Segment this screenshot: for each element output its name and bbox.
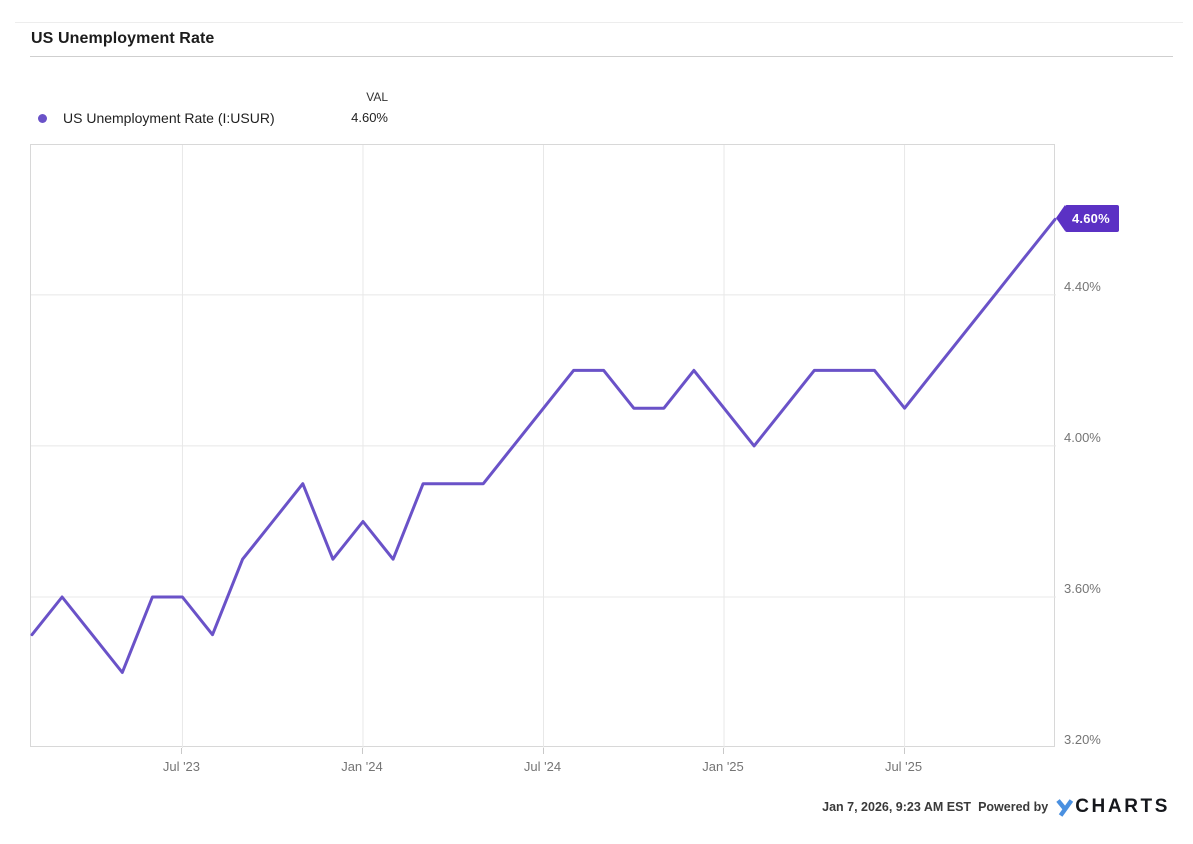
x-axis-tick [361, 748, 363, 754]
last-value-badge: 4.60% [1056, 204, 1119, 232]
x-axis-tick [723, 748, 725, 754]
y-axis-label: 3.20% [1064, 732, 1101, 747]
legend-series-value: 4.60% [351, 110, 388, 125]
legend-val-header: VAL [366, 90, 388, 104]
title-divider [30, 56, 1173, 57]
x-axis-label: Jul '24 [523, 759, 562, 774]
y-axis-label: 4.00% [1064, 429, 1101, 445]
x-axis-tick [542, 748, 544, 754]
logo-y-icon [1056, 798, 1074, 817]
footer-timestamp: Jan 7, 2026, 9:23 AM EST [822, 800, 972, 814]
x-axis-label: Jan '24 [341, 759, 383, 774]
x-axis-tick [903, 748, 905, 754]
legend-series-label: US Unemployment Rate (I:USUR) [63, 110, 275, 126]
footer: Jan 7, 2026, 9:23 AM EST Powered by CHAR… [822, 794, 1170, 820]
x-axis-tick [181, 748, 183, 754]
series-line [30, 217, 1057, 674]
legend-marker-icon [38, 114, 47, 123]
chart-svg [30, 145, 1057, 748]
logo-charts-text: CHARTS [1075, 796, 1170, 817]
plot-area [30, 144, 1057, 748]
top-divider [15, 22, 1183, 23]
x-axis-label: Jan '25 [702, 759, 744, 774]
x-axis-label: Jul '23 [162, 759, 201, 774]
ycharts-logo: CHARTS [1055, 796, 1170, 818]
chart-title: US Unemployment Rate [31, 30, 215, 47]
y-axis-label: 3.60% [1064, 580, 1101, 596]
x-axis-label: Jul '25 [884, 759, 923, 774]
y-axis-label: 4.40% [1064, 278, 1101, 294]
powered-by-label: Powered by [978, 800, 1049, 814]
